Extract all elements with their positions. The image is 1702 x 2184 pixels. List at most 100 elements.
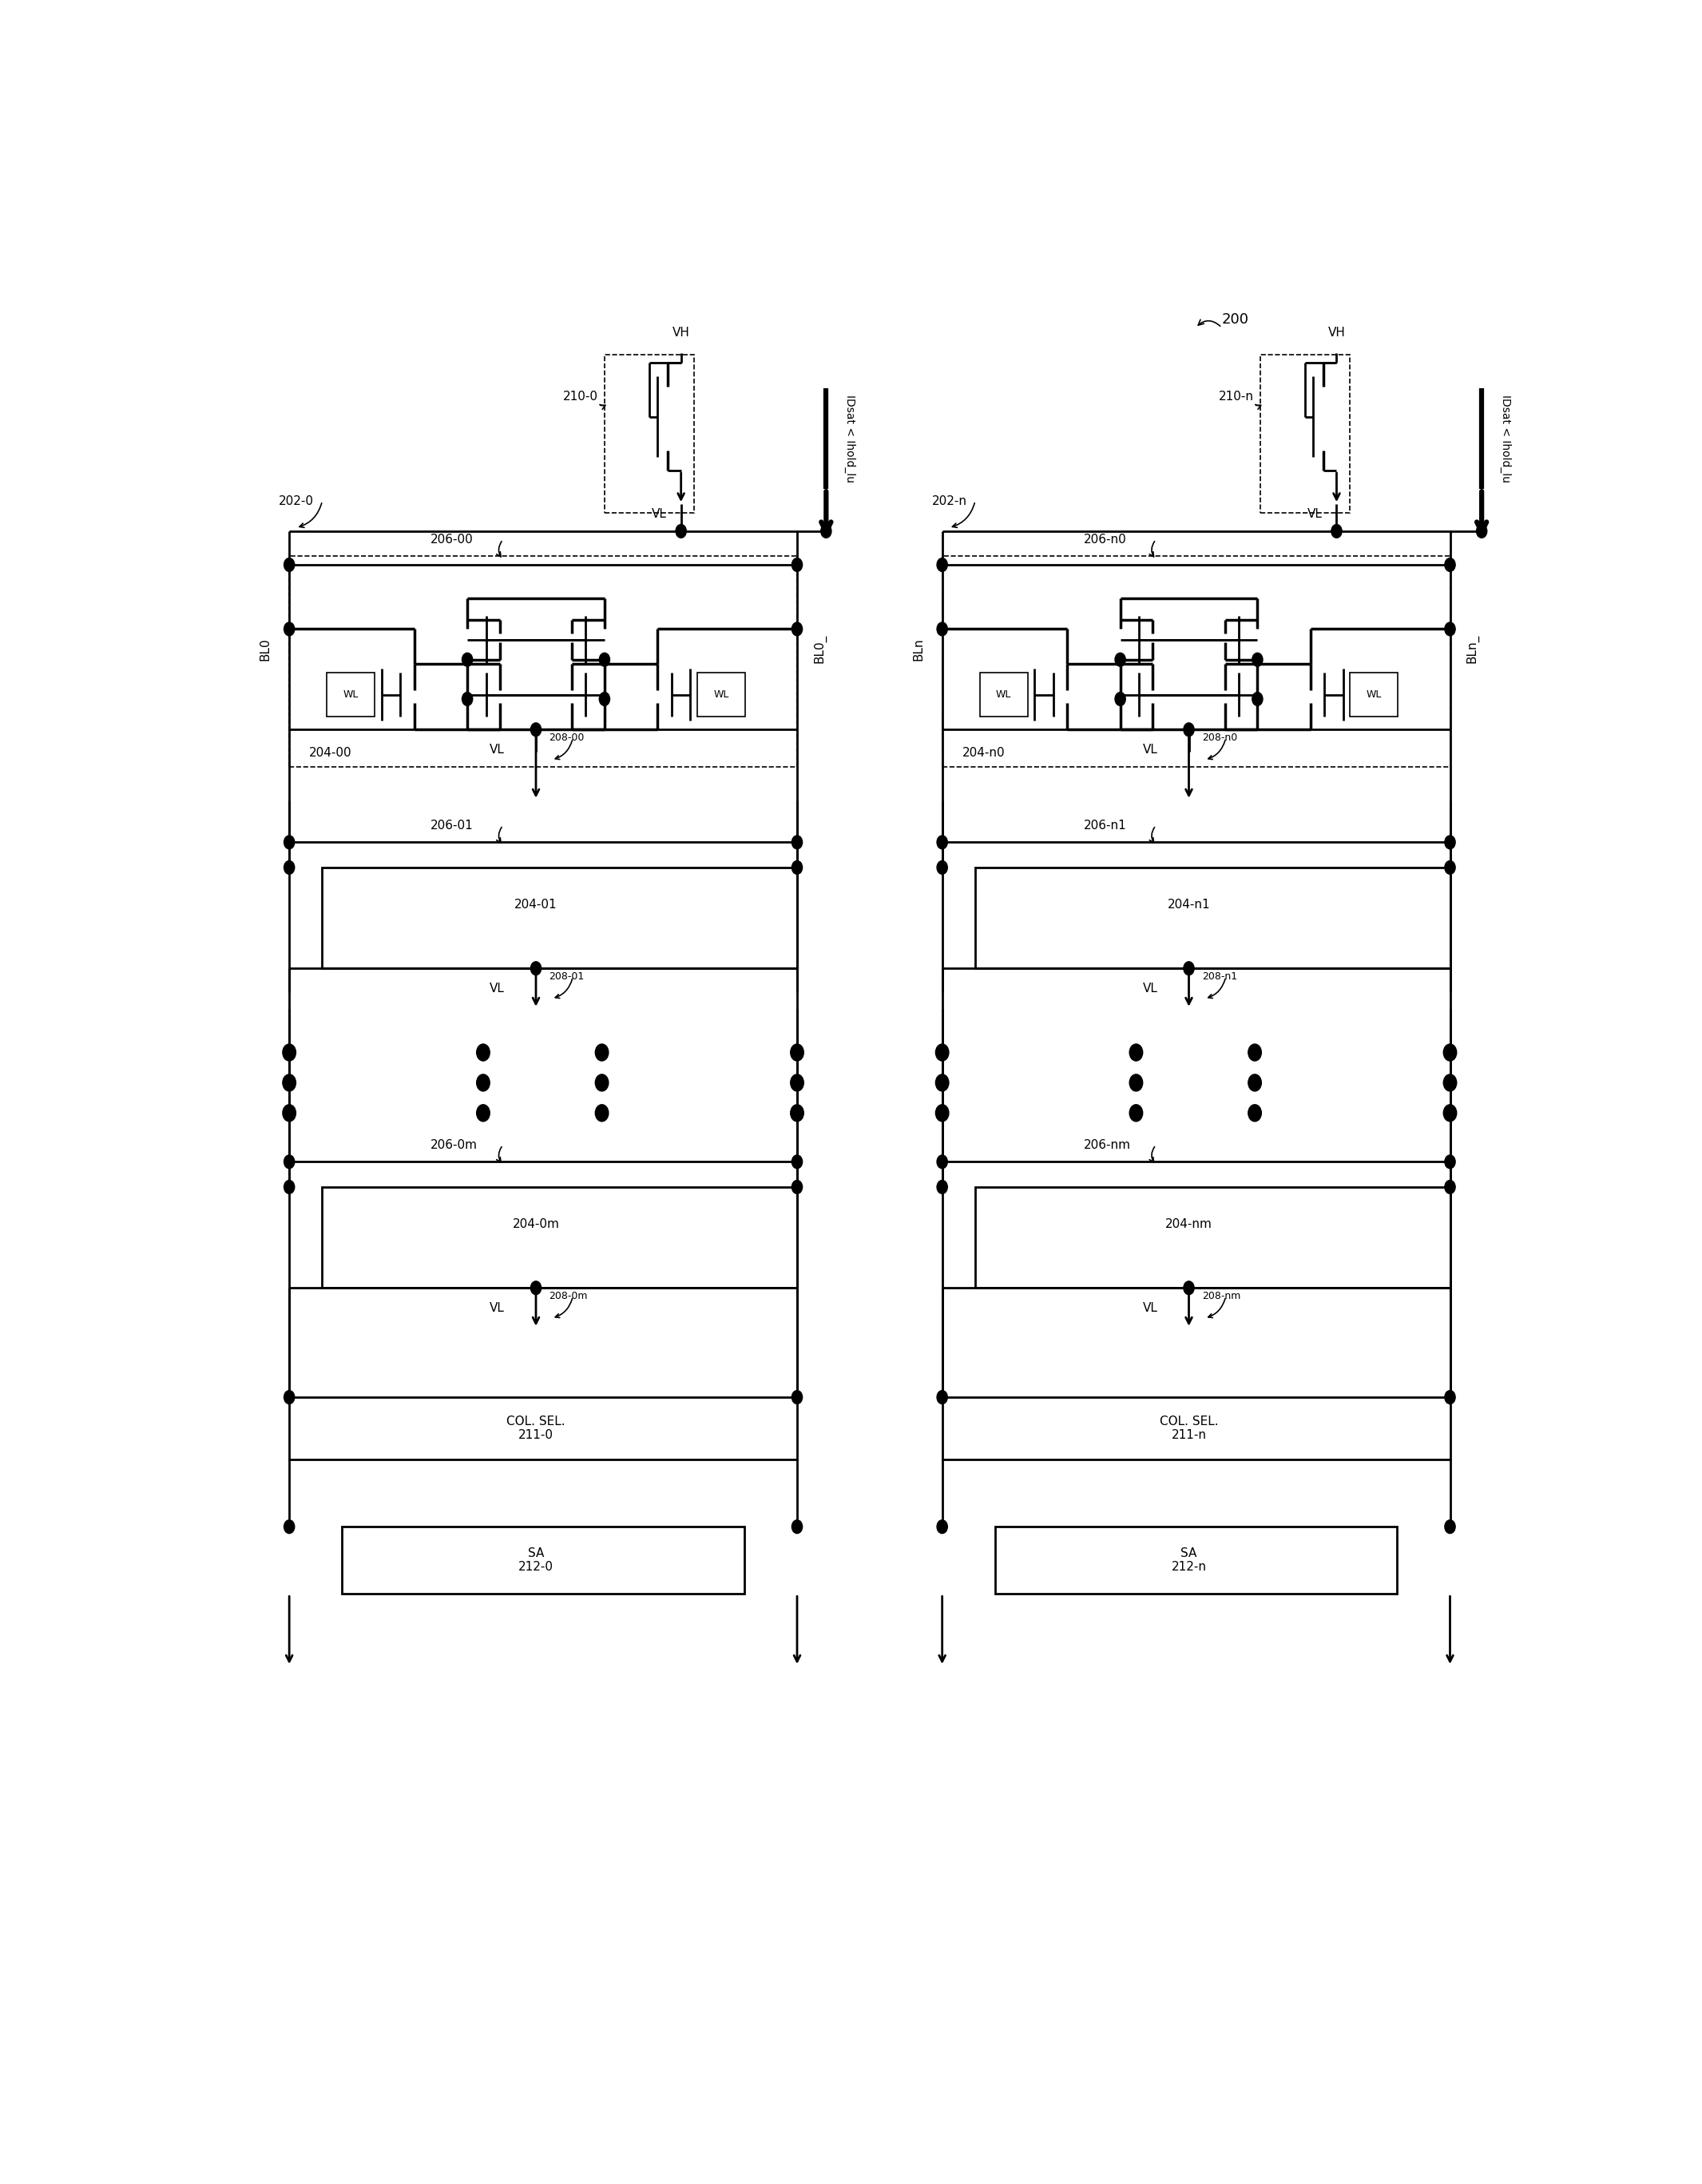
Circle shape [1115,692,1125,705]
Text: WL: WL [713,690,728,699]
Circle shape [596,1044,609,1061]
Circle shape [1443,1105,1457,1120]
Text: 208-n0: 208-n0 [1202,734,1237,743]
Text: 210-n: 210-n [1219,391,1253,402]
Circle shape [283,1075,296,1092]
Circle shape [284,1179,294,1195]
Bar [943,1398,1450,1459]
Circle shape [936,860,948,874]
Circle shape [790,1075,803,1092]
Text: VL: VL [490,745,505,756]
Bar [322,1186,797,1289]
Text: 206-nm: 206-nm [1084,1140,1130,1151]
Text: 200: 200 [1222,312,1249,325]
Circle shape [477,1044,490,1061]
Bar [289,1398,797,1459]
Text: 206-01: 206-01 [431,819,473,832]
Bar [327,673,374,716]
Text: WL: WL [996,690,1011,699]
Text: 204-n1: 204-n1 [1168,898,1210,911]
Text: VL: VL [490,983,505,994]
Circle shape [531,723,541,736]
Circle shape [1443,1044,1457,1061]
Bar [698,673,745,716]
Text: COL. SEL.
211-0: COL. SEL. 211-0 [507,1415,565,1441]
Circle shape [790,1105,803,1120]
Circle shape [461,692,473,705]
Text: VL: VL [652,509,667,520]
Text: SA
212-n: SA 212-n [1171,1548,1207,1572]
Circle shape [284,1155,294,1168]
Circle shape [791,860,802,874]
Text: WL: WL [344,690,359,699]
Circle shape [1331,524,1341,537]
Bar [980,673,1028,716]
Text: 206-n0: 206-n0 [1084,533,1127,546]
Circle shape [791,1520,802,1533]
Text: 208-0m: 208-0m [550,1291,587,1302]
Circle shape [477,1075,490,1092]
Circle shape [820,524,831,537]
Circle shape [936,1044,948,1061]
Circle shape [791,836,802,850]
Bar [289,557,797,767]
Bar [1350,673,1397,716]
Circle shape [1445,1179,1455,1195]
Circle shape [599,653,609,666]
Text: IDsat < Ihold_lu: IDsat < Ihold_lu [1499,395,1511,483]
Circle shape [599,692,609,705]
Circle shape [1445,622,1455,636]
Bar [604,354,694,513]
Circle shape [1253,653,1263,666]
Circle shape [1445,860,1455,874]
Circle shape [936,559,948,572]
Circle shape [791,1391,802,1404]
Circle shape [1183,723,1195,736]
Text: 204-nm: 204-nm [1166,1219,1212,1230]
Circle shape [936,1155,948,1168]
Circle shape [791,1179,802,1195]
Circle shape [936,1179,948,1195]
Circle shape [477,1105,490,1120]
Text: 204-0m: 204-0m [512,1219,560,1230]
Text: COL. SEL.
211-n: COL. SEL. 211-n [1159,1415,1219,1441]
Circle shape [1476,524,1488,537]
Circle shape [531,961,541,974]
Text: BL0: BL0 [259,638,272,660]
Circle shape [283,1044,296,1061]
Text: 202-n: 202-n [931,496,967,507]
Bar [1259,354,1350,513]
Bar [342,1527,744,1594]
Circle shape [284,1520,294,1533]
Text: WL: WL [1367,690,1382,699]
Bar [943,557,1450,767]
Text: BLn_: BLn_ [1465,633,1479,664]
Text: 204-01: 204-01 [514,898,557,911]
Text: 206-0m: 206-0m [431,1140,478,1151]
Circle shape [1445,559,1455,572]
Text: BLn: BLn [912,638,924,660]
Circle shape [936,622,948,636]
Circle shape [1115,653,1125,666]
Text: 208-00: 208-00 [550,734,584,743]
Bar [975,1186,1450,1289]
Circle shape [1248,1105,1261,1120]
Text: IDsat < Ihold_lu: IDsat < Ihold_lu [844,395,856,483]
Circle shape [1445,1155,1455,1168]
Circle shape [284,559,294,572]
Circle shape [936,1391,948,1404]
Circle shape [936,1520,948,1533]
Circle shape [1445,836,1455,850]
Text: 204-n0: 204-n0 [962,747,1004,760]
Circle shape [1183,961,1195,974]
Text: 210-0: 210-0 [563,391,597,402]
Circle shape [596,1105,609,1120]
Text: VH: VH [672,328,689,339]
Circle shape [791,1155,802,1168]
Bar [975,867,1450,968]
Circle shape [1130,1044,1142,1061]
Circle shape [1248,1044,1261,1061]
Text: SA
212-0: SA 212-0 [519,1548,553,1572]
Circle shape [1253,692,1263,705]
Text: 202-0: 202-0 [279,496,313,507]
